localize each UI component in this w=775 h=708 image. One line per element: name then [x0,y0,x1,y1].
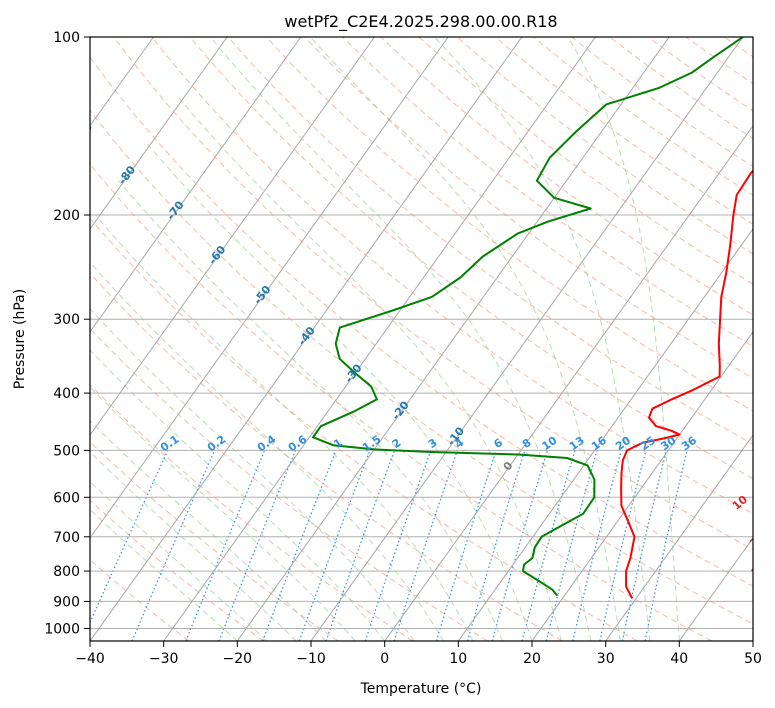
isotherm-line [678,537,753,641]
moist-adiabat-line [90,480,268,641]
x-tick-label: 10 [449,651,467,667]
dry-adiabat-line [90,109,753,625]
isotherm-line [457,228,753,641]
moist-adiabat-line [210,37,592,641]
y-tick-label: 800 [53,564,80,580]
x-tick-label: −10 [296,651,326,667]
mixing-ratio-line [262,450,337,641]
dry-adiabat-line [90,217,638,641]
y-tick-label: 400 [53,386,80,402]
isotherm-line [163,37,596,641]
mixing-ratio-line [545,450,598,641]
moist-adiabat-line [90,451,297,641]
isotherm-line [90,37,228,230]
moist-adiabat-line [90,308,415,641]
mixing-ratio-line [572,450,622,641]
y-axis-ticks: 100 200 300 400 500 600 700 800 900 1000 [44,30,90,638]
x-axis-title: Temperature (°C) [360,681,482,697]
dry-adiabat-label: 20 [748,530,768,550]
dry-adiabat-line [90,56,753,587]
isobar-gridlines [90,37,753,629]
dry-adiabat-line [90,272,563,641]
x-tick-label: −40 [75,651,105,667]
x-tick-label: 20 [523,651,541,667]
x-tick-label: 40 [670,651,688,667]
isotherm-line [90,37,449,539]
moist-adiabat-line [434,37,651,641]
y-tick-label: 600 [53,490,80,506]
isotherm-gridlines [90,37,753,641]
mixing-ratio-line [521,450,576,641]
y-tick-label: 200 [53,208,80,224]
y-tick-label: 300 [53,312,80,328]
moist-adiabat-line [175,93,562,641]
temperature-profile-line [620,169,753,599]
moist-adiabat-line [90,420,327,641]
moist-adiabat-line [90,509,238,641]
isotherm-line [310,37,744,641]
dry-adiabat-line [380,37,753,316]
moist-adiabat-line [309,37,621,641]
mixing-ratio-line [599,450,647,641]
mixing-ratio-line [218,450,297,641]
isotherm-line [90,37,302,333]
moist-adiabat-line [90,386,356,641]
x-tick-label: 50 [744,651,762,667]
x-axis-ticks: −40 −30 −20 −10 0 10 20 30 40 50 [75,641,762,667]
dewpoint-profile-line [312,37,744,597]
moist-adiabat-line [95,214,474,641]
mixing-ratio-line [185,450,266,641]
mixing-ratio-line [364,450,432,641]
moist-adiabat-line [90,261,445,641]
y-tick-label: 500 [53,443,80,459]
dry-adiabat-label: 30 [749,559,769,579]
moist-adiabat-line [567,37,680,641]
data-series [312,37,753,599]
isotherm-line [531,331,753,641]
isotherm-line [384,124,753,641]
dry-adiabat-line [227,37,753,445]
y-tick-label: 100 [53,30,80,46]
y-tick-label: 1000 [44,622,80,638]
x-tick-label: 30 [597,651,615,667]
mixing-ratio-line [435,450,497,641]
isotherm-line [236,37,670,641]
mixing-ratio-line [298,450,371,641]
dry-adiabat-line [189,37,753,480]
x-tick-label: −20 [223,651,253,667]
dry-adiabat-line [151,37,753,515]
dry-adiabat-line [342,37,753,347]
mixing-ratio-line [90,450,169,625]
x-tick-label: 0 [380,651,389,667]
plot-area [90,37,753,641]
isotherm-line [605,434,753,641]
mixing-ratio-line [466,450,526,641]
isotherm-line [90,37,523,641]
y-tick-label: 700 [53,530,80,546]
dry-adiabat-line [90,327,488,641]
x-tick-label: −30 [149,651,179,667]
mixing-ratio-line [325,450,396,641]
y-axis-title: Pressure (hPa) [12,289,28,389]
chart-title: wetPf2_C2E4.2025.298.00.00.R18 [284,12,557,32]
dry-adiabat-line [90,499,264,641]
plot-frame [89,36,754,642]
y-tick-label: 900 [53,594,80,610]
dry-adiabat-line [90,163,712,641]
isotherm-line [90,37,375,436]
